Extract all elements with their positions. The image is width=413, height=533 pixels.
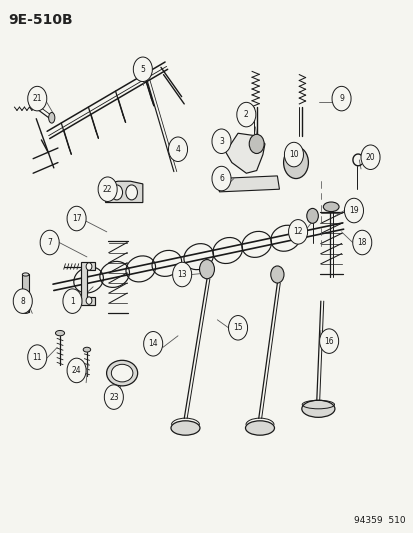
Circle shape — [284, 142, 303, 167]
Circle shape — [228, 316, 247, 340]
Circle shape — [67, 206, 86, 231]
Circle shape — [126, 185, 137, 200]
Polygon shape — [105, 181, 142, 203]
Circle shape — [352, 230, 371, 255]
Text: 22: 22 — [103, 185, 112, 193]
Text: 21: 21 — [33, 94, 42, 103]
Circle shape — [211, 166, 230, 191]
Text: 11: 11 — [33, 353, 42, 361]
Circle shape — [270, 266, 283, 283]
Ellipse shape — [111, 365, 133, 382]
Ellipse shape — [55, 330, 64, 336]
Ellipse shape — [83, 348, 90, 352]
Text: 9: 9 — [338, 94, 343, 103]
Ellipse shape — [301, 400, 334, 417]
Text: 12: 12 — [293, 228, 302, 236]
Text: 8: 8 — [20, 297, 25, 305]
Circle shape — [319, 329, 338, 353]
Text: 18: 18 — [357, 238, 366, 247]
Circle shape — [28, 86, 47, 111]
Circle shape — [104, 385, 123, 409]
Text: 10: 10 — [288, 150, 298, 159]
Text: 13: 13 — [177, 270, 187, 279]
Circle shape — [133, 57, 152, 82]
Text: 1: 1 — [70, 297, 75, 305]
Circle shape — [40, 230, 59, 255]
Ellipse shape — [171, 421, 199, 435]
Circle shape — [67, 358, 86, 383]
Text: 9E-510B: 9E-510B — [8, 13, 73, 27]
Circle shape — [211, 129, 230, 154]
Circle shape — [98, 177, 117, 201]
Circle shape — [360, 145, 379, 169]
Text: 4: 4 — [175, 145, 180, 154]
Text: 94359  510: 94359 510 — [353, 516, 405, 525]
Circle shape — [111, 185, 122, 200]
Ellipse shape — [107, 360, 137, 386]
Text: 3: 3 — [218, 137, 223, 146]
Circle shape — [143, 332, 162, 356]
Circle shape — [172, 262, 191, 287]
Ellipse shape — [245, 421, 274, 435]
Ellipse shape — [22, 310, 29, 313]
Text: 5: 5 — [140, 65, 145, 74]
Circle shape — [283, 147, 308, 179]
Circle shape — [236, 102, 255, 127]
Circle shape — [199, 260, 214, 279]
Polygon shape — [81, 262, 95, 305]
Ellipse shape — [323, 202, 338, 212]
Text: 19: 19 — [348, 206, 358, 215]
Circle shape — [288, 220, 307, 244]
Polygon shape — [225, 133, 264, 173]
Circle shape — [13, 289, 32, 313]
Text: 6: 6 — [218, 174, 223, 183]
Text: 24: 24 — [71, 366, 81, 375]
Circle shape — [331, 86, 350, 111]
Circle shape — [344, 198, 363, 223]
Circle shape — [168, 137, 187, 161]
Circle shape — [86, 263, 92, 270]
Text: 16: 16 — [323, 337, 333, 345]
Text: 23: 23 — [109, 393, 119, 401]
Circle shape — [28, 345, 47, 369]
Circle shape — [63, 289, 82, 313]
Text: 2: 2 — [243, 110, 248, 119]
Ellipse shape — [22, 273, 29, 276]
Bar — [22, 274, 29, 312]
Circle shape — [86, 297, 92, 304]
Text: 7: 7 — [47, 238, 52, 247]
Polygon shape — [217, 176, 279, 192]
Text: 17: 17 — [71, 214, 81, 223]
Ellipse shape — [49, 112, 55, 123]
Circle shape — [249, 134, 263, 154]
Text: 20: 20 — [365, 153, 375, 161]
Circle shape — [306, 208, 318, 223]
Text: 15: 15 — [233, 324, 242, 332]
Text: 14: 14 — [148, 340, 158, 348]
